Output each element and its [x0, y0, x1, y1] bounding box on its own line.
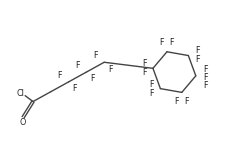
Text: F: F [149, 89, 154, 98]
Text: F: F [108, 65, 112, 74]
Text: F: F [195, 46, 200, 55]
Text: F: F [149, 80, 154, 89]
Text: F: F [72, 84, 77, 93]
Text: F: F [93, 51, 98, 60]
Text: F: F [195, 55, 200, 64]
Text: Cl: Cl [16, 89, 24, 98]
Text: F: F [185, 97, 189, 106]
Text: F: F [142, 68, 146, 77]
Text: F: F [142, 59, 146, 68]
Text: F: F [170, 38, 174, 47]
Text: O: O [20, 118, 26, 127]
Text: F: F [90, 75, 94, 83]
Text: F: F [175, 97, 179, 106]
Text: F: F [203, 73, 208, 82]
Text: F: F [57, 71, 62, 80]
Text: F: F [203, 81, 208, 90]
Text: F: F [160, 38, 164, 47]
Text: F: F [203, 65, 208, 75]
Text: F: F [75, 61, 80, 70]
